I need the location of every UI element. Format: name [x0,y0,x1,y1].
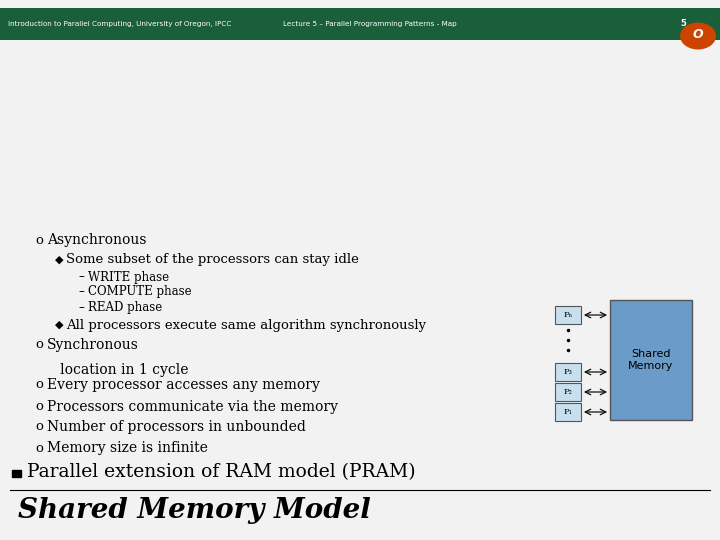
Text: Shared Memory Model: Shared Memory Model [18,496,371,523]
Text: Synchronous: Synchronous [47,338,139,352]
Text: Lecture 5 – Parallel Programming Patterns - Map: Lecture 5 – Parallel Programming Pattern… [283,21,457,27]
Bar [555,403,581,421]
Text: –: – [78,301,84,314]
Text: O: O [693,29,703,42]
Bar [12,470,21,477]
Text: Pₙ: Pₙ [563,311,572,319]
Text: ◆: ◆ [55,255,63,265]
Text: Number of processors in unbounded: Number of processors in unbounded [47,420,306,434]
Text: –: – [78,271,84,284]
Bar [0,8,720,40]
Text: 5: 5 [680,19,686,29]
Text: P₁: P₁ [564,408,572,416]
Text: ◆: ◆ [55,320,63,330]
Text: WRITE phase: WRITE phase [88,271,169,284]
Text: Processors communicate via the memory: Processors communicate via the memory [47,400,338,414]
Text: location in 1 cycle: location in 1 cycle [47,363,189,377]
Text: All processors execute same algorithm synchronously: All processors execute same algorithm sy… [66,319,426,332]
Bar [610,300,692,420]
Text: Some subset of the processors can stay idle: Some subset of the processors can stay i… [66,253,359,267]
Bar [555,306,581,324]
Text: P₃: P₃ [564,368,572,376]
Text: o: o [35,401,43,414]
Text: Introduction to Parallel Computing, University of Oregon, IPCC: Introduction to Parallel Computing, Univ… [8,21,231,27]
Text: Shared
Memory: Shared Memory [629,349,674,371]
Bar [555,383,581,401]
Text: o: o [35,379,43,392]
Text: READ phase: READ phase [88,301,162,314]
Text: P₂: P₂ [564,388,572,396]
Text: Every processor accesses any memory: Every processor accesses any memory [47,378,320,392]
Bar [555,363,581,381]
Text: o: o [35,233,43,246]
Text: Memory size is infinite: Memory size is infinite [47,441,208,455]
Text: Asynchronous: Asynchronous [47,233,146,247]
Text: o: o [35,421,43,434]
Text: –: – [78,286,84,299]
Text: COMPUTE phase: COMPUTE phase [88,286,192,299]
Circle shape [680,23,716,50]
Text: o: o [35,339,43,352]
Text: Parallel extension of RAM model (PRAM): Parallel extension of RAM model (PRAM) [27,463,415,481]
Text: o: o [35,442,43,455]
